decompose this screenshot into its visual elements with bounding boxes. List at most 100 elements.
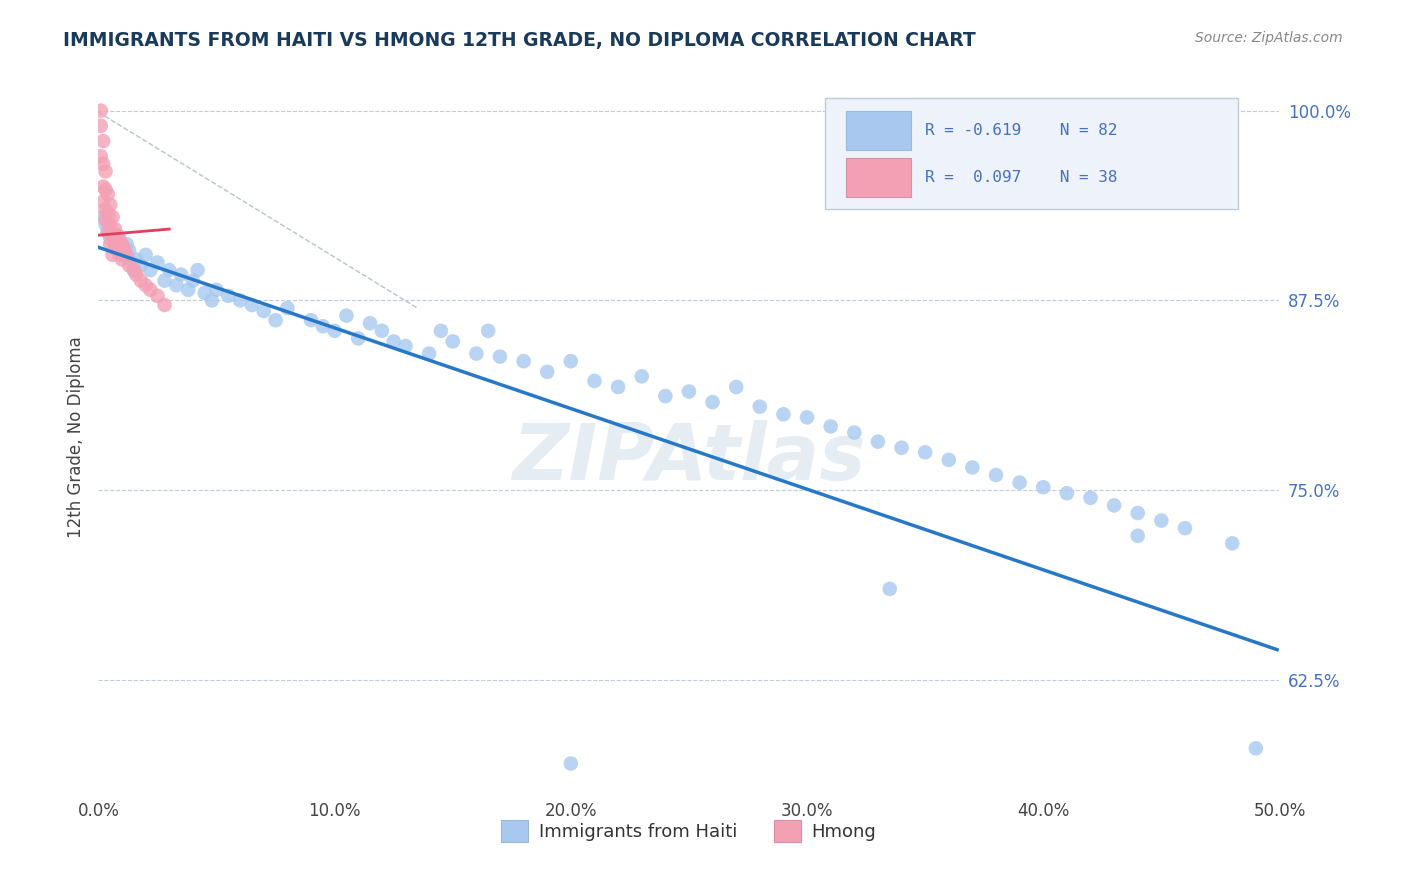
Point bbox=[312, 319, 335, 334]
Point bbox=[678, 384, 700, 399]
Legend: Immigrants from Haiti, Hmong: Immigrants from Haiti, Hmong bbox=[494, 813, 884, 849]
Point bbox=[112, 244, 135, 258]
Point bbox=[112, 248, 135, 262]
Text: ZIPAtlas: ZIPAtlas bbox=[512, 420, 866, 497]
Point bbox=[201, 293, 224, 308]
Point bbox=[125, 268, 148, 282]
Point bbox=[101, 248, 124, 262]
Point bbox=[229, 293, 252, 308]
Point bbox=[98, 231, 121, 245]
Point bbox=[984, 468, 1007, 483]
Point bbox=[205, 283, 228, 297]
Point bbox=[240, 298, 263, 312]
Point bbox=[1080, 491, 1102, 505]
Point bbox=[115, 237, 138, 252]
Point bbox=[153, 274, 176, 288]
Point bbox=[101, 210, 124, 224]
Point bbox=[844, 425, 866, 440]
Point bbox=[748, 400, 770, 414]
Point bbox=[938, 453, 960, 467]
Point bbox=[962, 460, 984, 475]
Text: IMMIGRANTS FROM HAITI VS HMONG 12TH GRADE, NO DIPLOMA CORRELATION CHART: IMMIGRANTS FROM HAITI VS HMONG 12TH GRAD… bbox=[63, 31, 976, 50]
Point bbox=[489, 350, 512, 364]
Point bbox=[97, 225, 120, 239]
Point bbox=[1174, 521, 1197, 535]
Point bbox=[104, 237, 127, 252]
Point bbox=[135, 278, 157, 293]
Point bbox=[90, 103, 112, 118]
Point bbox=[94, 164, 117, 178]
Point bbox=[418, 346, 440, 360]
Point bbox=[146, 289, 169, 303]
Point bbox=[630, 369, 652, 384]
Point bbox=[253, 304, 276, 318]
Point bbox=[177, 283, 200, 297]
Point bbox=[90, 119, 112, 133]
Point bbox=[139, 283, 162, 297]
Point bbox=[477, 324, 499, 338]
Point bbox=[914, 445, 936, 459]
Point bbox=[94, 183, 117, 197]
Point bbox=[879, 582, 901, 596]
Point bbox=[772, 407, 794, 421]
Point bbox=[94, 202, 117, 217]
Point bbox=[108, 248, 131, 262]
Text: R =  0.097    N = 38: R = 0.097 N = 38 bbox=[925, 169, 1118, 185]
Point bbox=[583, 374, 606, 388]
Point bbox=[94, 213, 117, 227]
Point bbox=[276, 301, 298, 315]
Point bbox=[170, 268, 193, 282]
Point bbox=[91, 210, 114, 224]
Point bbox=[430, 324, 453, 338]
Point bbox=[104, 237, 127, 252]
Point bbox=[104, 222, 127, 236]
Point bbox=[217, 289, 239, 303]
Point bbox=[1220, 536, 1243, 550]
Point bbox=[105, 244, 128, 258]
Point bbox=[382, 334, 405, 349]
Point bbox=[94, 218, 117, 232]
Point bbox=[125, 252, 148, 267]
Point bbox=[165, 278, 187, 293]
Point bbox=[118, 259, 141, 273]
Bar bbox=[846, 111, 911, 150]
Point bbox=[394, 339, 416, 353]
Point bbox=[512, 354, 534, 368]
Point bbox=[98, 218, 121, 232]
Point bbox=[157, 263, 180, 277]
Point bbox=[111, 240, 134, 254]
Point bbox=[890, 441, 912, 455]
Point bbox=[607, 380, 630, 394]
FancyBboxPatch shape bbox=[825, 98, 1239, 209]
Point bbox=[359, 316, 381, 330]
Point bbox=[108, 233, 131, 247]
Point bbox=[465, 346, 488, 360]
Point bbox=[654, 389, 676, 403]
Point bbox=[560, 354, 582, 368]
Point bbox=[335, 309, 357, 323]
Point bbox=[121, 255, 143, 269]
Point bbox=[118, 244, 141, 258]
Point bbox=[1032, 480, 1054, 494]
Point bbox=[1244, 741, 1267, 756]
Point bbox=[441, 334, 464, 349]
Point bbox=[98, 198, 121, 212]
Point bbox=[187, 263, 209, 277]
Point bbox=[91, 134, 114, 148]
Point bbox=[122, 263, 145, 277]
Point bbox=[181, 274, 204, 288]
Point bbox=[796, 410, 818, 425]
Bar bbox=[846, 158, 911, 197]
Point bbox=[105, 228, 128, 243]
Text: Source: ZipAtlas.com: Source: ZipAtlas.com bbox=[1195, 31, 1343, 45]
Point bbox=[105, 244, 128, 258]
Point bbox=[129, 259, 152, 273]
Point bbox=[97, 225, 120, 239]
Point bbox=[97, 207, 120, 221]
Point bbox=[536, 365, 558, 379]
Point bbox=[135, 248, 157, 262]
Point bbox=[371, 324, 394, 338]
Point bbox=[146, 255, 169, 269]
Point bbox=[129, 274, 152, 288]
Point bbox=[153, 298, 176, 312]
